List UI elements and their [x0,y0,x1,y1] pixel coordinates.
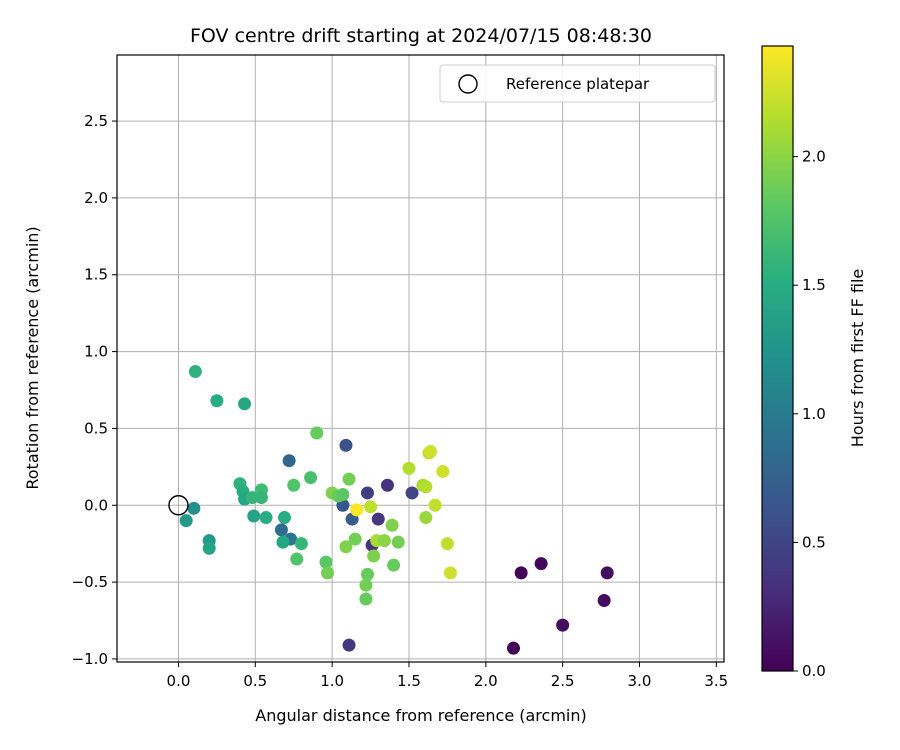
grid-lines [117,55,724,662]
y-tick-label: 2.0 [84,189,108,207]
scatter-point [290,552,304,566]
scatter-point [321,566,335,580]
y-tick-label: 0.0 [84,496,108,514]
chart-title: FOV centre drift starting at 2024/07/15 … [190,25,652,47]
scatter-point [348,532,362,546]
scatter-point [238,397,252,411]
scatter-point [247,509,261,523]
scatter-point [387,558,401,572]
x-tick-label: 0.5 [243,672,267,690]
scatter-point [254,491,268,505]
y-axis-ticks: −1.0 −0.5 0.0 0.5 1.0 1.5 2.0 2.5 [72,112,117,668]
scatter-point [287,478,301,492]
scatter-point [282,454,296,468]
scatter-point [419,511,433,525]
scatter-point [419,480,433,494]
scatter-point [350,503,364,517]
y-axis-label: Rotation from reference (arcmin) [23,226,42,489]
plot-frame [116,54,725,663]
scatter-point [402,461,416,475]
legend-reference-marker [458,74,478,94]
y-tick-label: −1.0 [72,650,108,668]
scatter-point [188,365,202,379]
scatter-point [202,541,216,555]
scatter-point [276,535,290,549]
x-axis-label: Angular distance from reference (arcmin) [255,706,586,725]
y-tick-label: 1.0 [84,343,108,361]
scatter-point [514,566,528,580]
scatter-point [597,594,611,608]
scatter-point [443,566,457,580]
colorbar-frame [761,45,794,672]
scatter-point [210,394,224,408]
x-tick-label: 2.5 [551,672,575,690]
x-tick-label: 3.5 [704,672,728,690]
scatter-point [534,557,548,571]
scatter-point [377,534,391,548]
scatter-point [187,501,201,515]
scatter-point [310,426,324,440]
scatter-point [342,638,356,652]
colorbar-tick-label: 0.5 [802,533,826,551]
x-tick-label: 0.0 [167,672,191,690]
colorbar-label: Hours from first FF file [848,269,867,448]
scatter-point [360,567,374,581]
scatter-points [179,365,614,655]
scatter-point [259,511,273,525]
scatter-point [367,549,381,563]
scatter-point [364,500,378,514]
y-tick-label: 2.5 [84,112,108,130]
scatter-point [278,511,292,525]
scatter-point [274,523,288,537]
x-tick-label: 1.5 [397,672,421,690]
reference-platepar-marker [168,495,189,516]
colorbar-tick-label: 1.5 [802,276,826,294]
colorbar-tick-label: 0.0 [802,662,826,680]
scatter-point [336,487,350,501]
scatter-point [371,512,385,526]
legend-label-reference: Reference platepar [506,75,650,93]
scatter-point [319,555,333,569]
scatter-point [304,471,318,485]
scatter-point [339,438,353,452]
x-tick-label: 2.0 [474,672,498,690]
scatter-point [359,592,373,606]
scatter-point [179,514,193,528]
colorbar: 0.0 0.5 1.0 1.5 2.0 Hours from first FF file [761,45,867,680]
legend: Reference platepar [439,64,716,103]
colorbar-gradient [762,46,793,671]
scatter-point [245,491,259,505]
scatter-point [428,498,442,512]
scatter-point [506,641,520,655]
scatter-point [294,537,308,551]
y-tick-label: −0.5 [72,573,108,591]
scatter-point [385,518,399,532]
y-tick-label: 1.5 [84,266,108,284]
legend-box [439,64,716,103]
scatter-point [556,618,570,632]
colorbar-tick-label: 1.0 [802,405,826,423]
reference-marker-layer [168,495,189,516]
scatter-point [342,472,356,486]
scatter-point [436,464,450,478]
colorbar-tick-label: 2.0 [802,148,826,166]
scatter-point [423,444,437,458]
x-tick-label: 3.0 [628,672,652,690]
x-tick-label: 1.0 [320,672,344,690]
colorbar-ticks: 0.0 0.5 1.0 1.5 2.0 [793,148,826,680]
scatter-point [360,486,374,500]
scatter-point [391,535,405,549]
scatter-point [339,540,353,554]
scatter-point [359,578,373,592]
scatter-point [380,478,394,492]
scatter-point [600,566,614,580]
scatter-point [440,537,454,551]
y-tick-label: 0.5 [84,419,108,437]
scatter-point [405,486,419,500]
x-axis-ticks: 0.0 0.5 1.0 1.5 2.0 2.5 3.0 3.5 [167,662,728,690]
